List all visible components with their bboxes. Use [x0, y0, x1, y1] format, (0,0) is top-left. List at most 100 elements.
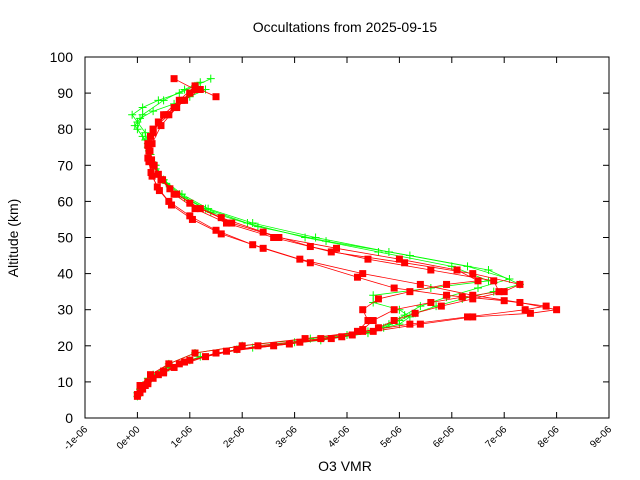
x-tick-label: 7e-06: [483, 424, 509, 450]
data-point: [384, 247, 393, 256]
y-tick-label: 0: [65, 410, 73, 426]
data-point: [390, 306, 398, 314]
x-tick-label: 3e-06: [274, 424, 300, 450]
x-tick-label: -1e-06: [62, 424, 91, 453]
data-point: [427, 266, 435, 274]
data-point: [469, 295, 477, 303]
data-point: [317, 335, 325, 343]
data-point: [165, 360, 173, 368]
data-point: [443, 291, 451, 299]
data-point: [353, 273, 361, 281]
data-point: [206, 74, 215, 83]
x-tick-label: 2e-06: [221, 424, 247, 450]
data-point: [162, 111, 170, 119]
data-point: [238, 342, 246, 350]
data-point: [138, 110, 147, 119]
data-point: [133, 391, 141, 399]
data-point: [311, 233, 320, 242]
data-point: [186, 212, 194, 220]
data-point: [374, 324, 382, 332]
data-point: [495, 288, 503, 296]
data-point: [542, 302, 550, 310]
data-point: [406, 320, 414, 328]
data-point: [212, 349, 220, 357]
data-point: [180, 85, 189, 94]
data-point: [416, 320, 424, 328]
data-point: [166, 185, 174, 193]
x-axis-label: O3 VMR: [318, 458, 372, 474]
data-point: [175, 89, 184, 98]
data-point: [416, 302, 425, 311]
data-point: [212, 226, 220, 234]
y-tick-label: 80: [57, 121, 73, 137]
y-axis-label: Altitude (km): [5, 199, 21, 278]
data-point: [406, 288, 414, 296]
data-point: [254, 342, 262, 350]
data-point: [285, 340, 293, 348]
data-point: [159, 96, 168, 105]
data-point: [191, 349, 199, 357]
data-point: [217, 214, 225, 222]
data-point: [359, 326, 367, 334]
data-point: [458, 293, 466, 301]
data-point: [411, 309, 419, 317]
data-point: [188, 215, 196, 223]
data-point: [196, 85, 204, 93]
data-point: [474, 277, 482, 285]
data-point: [160, 369, 168, 377]
y-tick-label: 40: [57, 266, 73, 282]
data-point: [401, 259, 409, 267]
x-tick-label: 4e-06: [326, 424, 352, 450]
data-point: [521, 306, 529, 314]
x-tick-label: 9e-06: [588, 424, 614, 450]
y-tick-label: 10: [57, 374, 73, 390]
y-tick-label: 50: [57, 230, 73, 246]
data-point: [364, 255, 372, 263]
data-point: [374, 247, 383, 256]
data-point: [416, 280, 424, 288]
data-point: [369, 291, 378, 300]
data-point: [469, 270, 477, 278]
data-point: [259, 244, 267, 252]
data-point: [222, 219, 230, 227]
plot-frame: [84, 56, 610, 419]
data-point: [138, 103, 147, 112]
data-point: [359, 306, 367, 314]
data-point: [186, 89, 194, 97]
data-point: [437, 302, 445, 310]
data-point: [149, 107, 158, 116]
data-point: [275, 234, 283, 241]
data-point: [306, 259, 314, 267]
data-point: [390, 317, 398, 325]
profile-line: [136, 81, 511, 390]
profile-line: [139, 92, 547, 386]
x-tick-label: 1e-06: [169, 424, 195, 450]
y-tick-label: 100: [50, 49, 74, 65]
data-point: [464, 313, 472, 321]
data-point: [128, 110, 137, 119]
data-point: [259, 228, 267, 236]
data-point: [474, 284, 482, 293]
data-point: [146, 147, 154, 155]
data-point: [233, 345, 241, 353]
data-point: [167, 201, 175, 209]
data-point: [301, 335, 309, 343]
data-point: [191, 82, 199, 90]
y-tick-label: 30: [57, 302, 73, 318]
data-point: [148, 156, 156, 164]
chart-title: Occultations from 2025-09-15: [253, 19, 438, 35]
profile-line: [137, 89, 557, 397]
data-point: [144, 380, 152, 388]
data-point: [490, 277, 498, 285]
data-point: [526, 309, 534, 317]
y-tick-label: 60: [57, 193, 73, 209]
data-point: [157, 122, 165, 130]
profile-line: [137, 78, 500, 395]
x-tick-label: 8e-06: [536, 424, 562, 450]
data-point: [154, 118, 162, 126]
data-point: [144, 154, 152, 162]
data-point: [149, 129, 157, 137]
y-tick-label: 70: [57, 157, 73, 173]
data-point: [516, 280, 524, 288]
